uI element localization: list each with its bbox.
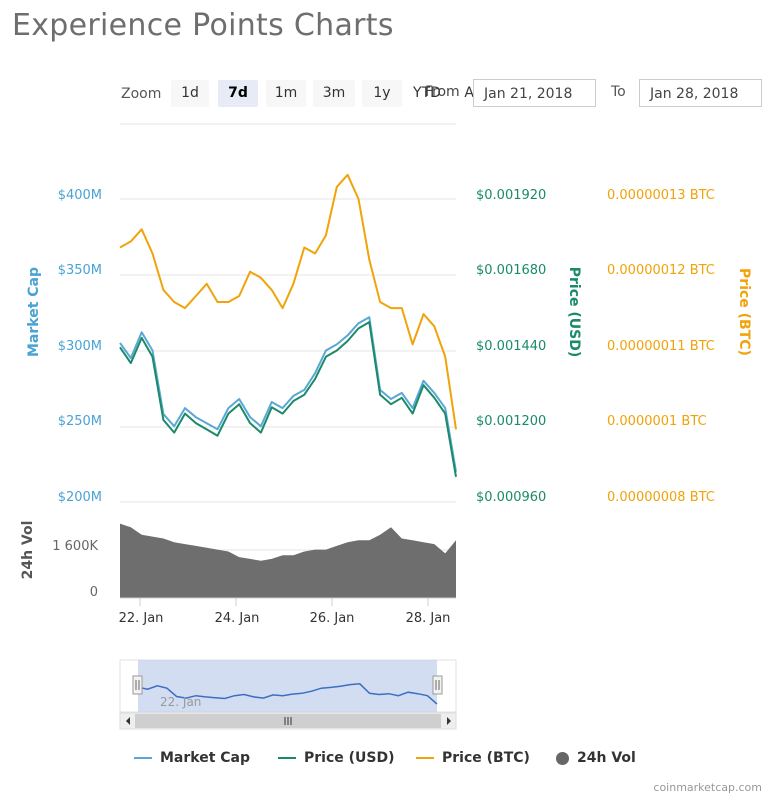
market-cap-axis-title: Market Cap <box>26 267 42 357</box>
price-usd-tick: $0.001200 <box>476 414 546 429</box>
price-usd-tick: $0.001680 <box>476 263 546 278</box>
scroll-left-arrow-icon[interactable] <box>126 717 130 725</box>
from-label: From <box>425 84 460 100</box>
page-title: Experience Points Charts <box>12 8 394 43</box>
scroll-right-arrow-icon[interactable] <box>447 717 451 725</box>
price-btc-tick: 0.00000013 BTC <box>607 188 715 203</box>
chart-area: $400M $350M $300M $250M $200M Market Cap… <box>20 123 752 730</box>
to-label: To <box>611 84 626 100</box>
price-btc-tick: 0.00000008 BTC <box>607 490 715 505</box>
x-axis-ticks <box>139 598 429 606</box>
x-tick-label: 28. Jan <box>406 611 451 626</box>
volume-axis-title: 24h Vol <box>20 521 36 580</box>
x-tick-label: 26. Jan <box>310 611 355 626</box>
volume-tick: 0 <box>90 585 98 600</box>
zoom-1m-button[interactable]: 1m <box>266 80 306 107</box>
price-btc-tick: 0.00000011 BTC <box>607 339 715 354</box>
to-date-input[interactable]: Jan 28, 2018 <box>639 79 762 107</box>
price-series <box>119 173 457 477</box>
price-btc-tick: 0.0000001 BTC <box>607 414 707 429</box>
price-usd-axis-title: Price (USD) <box>566 267 582 358</box>
market-cap-tick: $200M <box>58 490 102 505</box>
legend-dot-icon <box>556 751 569 765</box>
price-usd-tick: $0.001920 <box>476 188 546 203</box>
from-date-input[interactable]: Jan 21, 2018 <box>473 79 596 107</box>
volume-series <box>120 523 456 598</box>
navigator-label: 22. Jan <box>160 695 201 709</box>
legend-label: 24h Vol <box>577 750 636 766</box>
price-btc-axis: 0.00000013 BTC 0.00000012 BTC 0.00000011… <box>607 188 715 505</box>
zoom-3m-button[interactable]: 3m <box>313 80 355 107</box>
x-tick-label: 22. Jan <box>119 611 164 626</box>
zoom-1d-button[interactable]: 1d <box>171 80 209 107</box>
market-cap-tick: $400M <box>58 188 102 203</box>
zoom-7d-button[interactable]: 7d <box>218 80 258 107</box>
credit-link[interactable]: coinmarketcap.com <box>653 781 762 794</box>
price-btc-tick: 0.00000012 BTC <box>607 263 715 278</box>
price-usd-axis: $0.001920 $0.001680 $0.001440 $0.001200 … <box>476 188 546 505</box>
legend-label: Price (BTC) <box>442 750 530 766</box>
legend-item-price-usd[interactable]: Price (USD) <box>278 750 395 766</box>
volume-tick: 1 600K <box>52 539 98 554</box>
volume-area <box>120 523 456 598</box>
navigator-right-handle[interactable] <box>432 675 443 695</box>
market-cap-tick: $350M <box>58 263 102 278</box>
zoom-ytd-button[interactable]: YTD <box>413 85 441 101</box>
market-cap-tick: $250M <box>58 414 102 429</box>
legend-label: Market Cap <box>160 750 251 766</box>
market-cap-tick: $300M <box>58 339 102 354</box>
navigator-series <box>137 683 438 705</box>
price-usd-tick: $0.000960 <box>476 490 546 505</box>
zoom-1y-button[interactable]: 1y <box>362 80 402 107</box>
price-btc-axis-title: Price (BTC) <box>736 268 752 356</box>
x-tick-label: 24. Jan <box>215 611 260 626</box>
legend-item-market-cap[interactable]: Market Cap <box>134 750 250 766</box>
legend-line-icon <box>134 757 152 759</box>
x-axis-labels: 22. Jan 24. Jan 26. Jan 28. Jan <box>119 611 451 626</box>
legend-item-24h-vol[interactable]: 24h Vol <box>556 750 636 766</box>
navigator-left-handle[interactable] <box>132 675 143 695</box>
price-btc-line <box>119 173 457 430</box>
zoom-label: Zoom <box>121 86 162 102</box>
navigator-line <box>137 683 438 705</box>
market-cap-line <box>119 316 457 472</box>
chart-legend: Market Cap Price (USD) Price (BTC) 24h V… <box>0 750 774 772</box>
market-cap-axis: $400M $350M $300M $250M $200M <box>58 188 102 505</box>
scrollbar-grip-icon <box>284 717 292 725</box>
legend-label: Price (USD) <box>304 750 395 766</box>
navigator-selection[interactable] <box>138 660 437 712</box>
legend-line-icon <box>278 757 296 759</box>
price-usd-line <box>119 321 457 477</box>
legend-line-icon <box>416 757 434 759</box>
grid-lines <box>120 123 456 551</box>
legend-item-price-btc[interactable]: Price (BTC) <box>416 750 530 766</box>
price-usd-tick: $0.001440 <box>476 339 546 354</box>
